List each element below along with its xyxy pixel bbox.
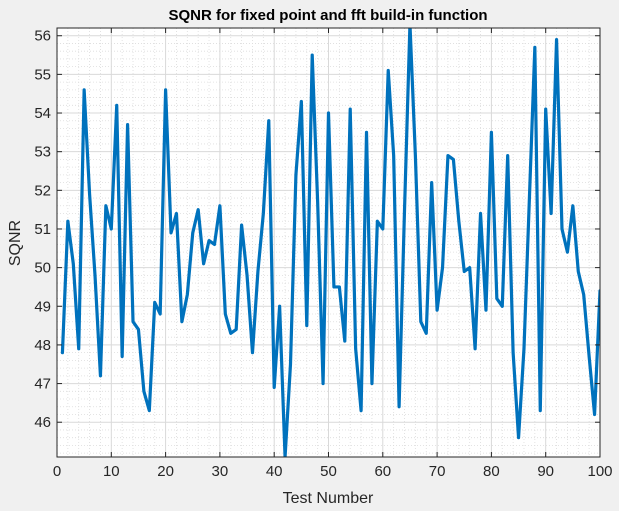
x-tick-label: 100 bbox=[587, 463, 612, 480]
y-tick-label: 52 bbox=[34, 182, 51, 199]
x-tick-label: 30 bbox=[212, 463, 229, 480]
x-tick-label: 70 bbox=[429, 463, 446, 480]
x-tick-label: 10 bbox=[103, 463, 120, 480]
y-tick-label: 53 bbox=[34, 144, 51, 161]
x-tick-label: 90 bbox=[537, 463, 554, 480]
x-axis-label: Test Number bbox=[283, 490, 374, 507]
tick-marks bbox=[56, 28, 601, 457]
y-tick-label: 54 bbox=[34, 105, 51, 122]
x-tick-label: 80 bbox=[483, 463, 500, 480]
chart-title: SQNR for fixed point and fft build-in fu… bbox=[168, 7, 487, 24]
x-tick-label: 50 bbox=[320, 463, 337, 480]
y-tick-label: 46 bbox=[34, 414, 51, 431]
x-tick-label: 40 bbox=[266, 463, 283, 480]
y-tick-label: 55 bbox=[34, 66, 51, 83]
y-tick-label: 47 bbox=[34, 376, 51, 393]
y-tick-label: 56 bbox=[34, 28, 51, 45]
series-line bbox=[60, 28, 600, 457]
x-tick-label: 20 bbox=[157, 463, 174, 480]
y-tick-label: 48 bbox=[34, 337, 51, 354]
y-tick-labels: 46 47 48 49 50 51 52 53 54 55 56 bbox=[34, 28, 51, 431]
y-axis-label: SQNR bbox=[7, 220, 24, 266]
x-tick-label: 0 bbox=[53, 463, 61, 480]
x-tick-label: 60 bbox=[374, 463, 391, 480]
x-tick-labels: 0 10 20 30 40 50 60 70 80 90 100 bbox=[53, 463, 613, 480]
y-tick-label: 49 bbox=[34, 298, 51, 315]
y-tick-label: 50 bbox=[34, 260, 51, 277]
y-tick-label: 51 bbox=[34, 221, 51, 238]
